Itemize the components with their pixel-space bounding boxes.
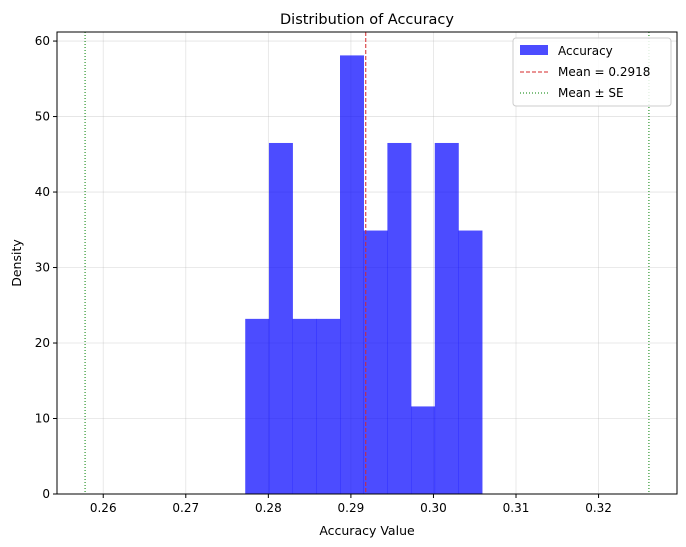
y-tick-label: 40 — [35, 185, 50, 199]
x-axis-label: Accuracy Value — [319, 523, 415, 538]
x-tick-label: 0.32 — [585, 501, 612, 515]
histogram-bar — [245, 318, 270, 494]
x-tick-label: 0.27 — [172, 501, 199, 515]
x-tick-label: 0.31 — [503, 501, 530, 515]
y-tick-label: 30 — [35, 261, 50, 275]
histogram-bar — [316, 318, 341, 494]
y-tick-label: 50 — [35, 110, 50, 124]
x-tick-label: 0.30 — [420, 501, 447, 515]
y-tick-label: 20 — [35, 336, 50, 350]
y-axis-label: Density — [9, 239, 24, 287]
histogram-bar — [340, 55, 364, 494]
x-tick-label: 0.29 — [338, 501, 365, 515]
legend-label-accuracy: Accuracy — [558, 44, 613, 58]
y-tick-label: 0 — [42, 487, 50, 501]
histogram-bar — [363, 230, 388, 494]
histogram-bar — [387, 142, 412, 494]
x-tick-label: 0.28 — [255, 501, 282, 515]
y-tick-label: 60 — [35, 34, 50, 48]
legend-box — [512, 37, 672, 107]
histogram-bar — [411, 406, 436, 494]
histogram-bar — [292, 318, 317, 494]
x-tick-label: 0.26 — [90, 501, 117, 515]
legend-label-se: Mean ± SE — [558, 86, 624, 100]
legend: Accuracy Mean = 0.2918 Mean ± SE — [512, 37, 672, 107]
chart-title: Distribution of Accuracy — [280, 12, 454, 28]
legend-label-mean: Mean = 0.2918 — [558, 65, 650, 79]
histogram-bar — [458, 230, 483, 494]
histogram-bar — [268, 142, 293, 494]
legend-swatch-accuracy — [520, 45, 548, 55]
y-tick-label: 10 — [35, 412, 50, 426]
histogram-bar — [434, 142, 459, 494]
plot-frame — [56, 31, 678, 495]
